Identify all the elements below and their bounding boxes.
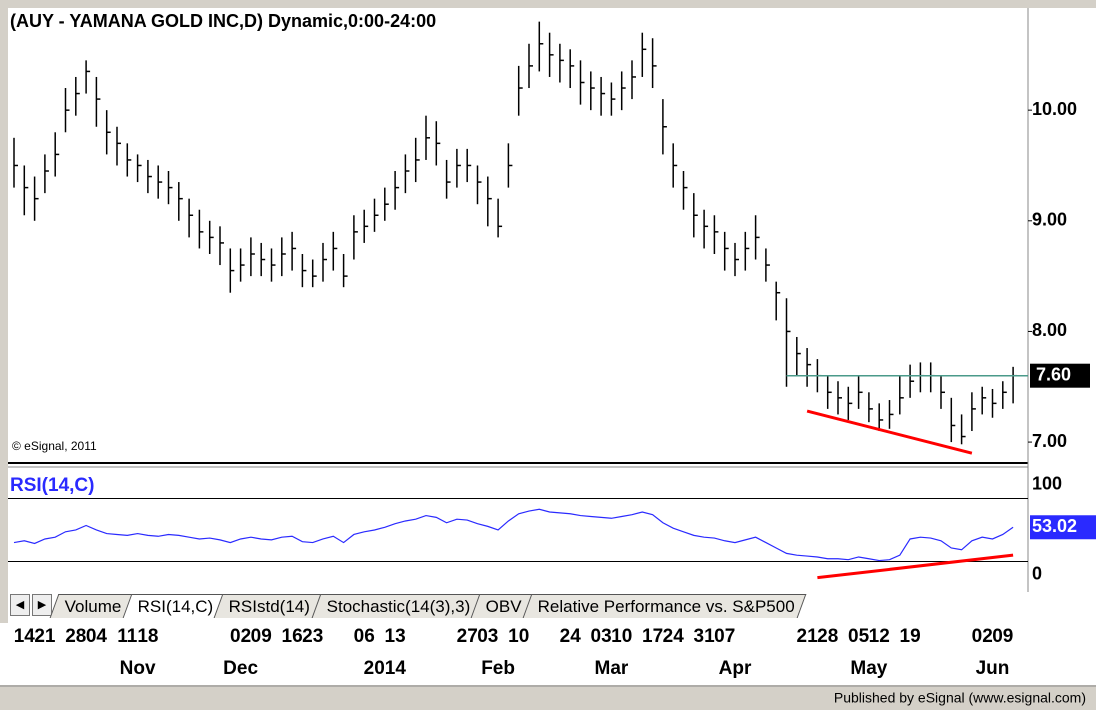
x-tick-label: 05	[848, 626, 870, 647]
y-tick-label: 10.00	[1032, 99, 1077, 119]
chart-title: (AUY - YAMANA GOLD INC,D) Dynamic,0:00-2…	[10, 11, 436, 31]
tab[interactable]: Volume	[49, 594, 134, 618]
y-tick-label: 8.00	[1032, 320, 1067, 340]
tab[interactable]: Relative Performance vs. S&P500	[522, 594, 807, 618]
tab-bar: ◀ ▶ Volume RSI(14,C) RSIstd(14) Stochast…	[10, 594, 807, 618]
x-tick-label: 11	[117, 626, 138, 647]
footer: Published by eSignal (www.esignal.com)	[834, 690, 1086, 706]
x-tick-label: 06	[354, 626, 375, 647]
month-label: 2014	[364, 658, 407, 679]
rsi-last-box	[1030, 515, 1096, 540]
x-tick-label: 10	[611, 626, 632, 647]
x-tick-label: 16	[282, 626, 303, 647]
x-tick-label: 31	[694, 626, 716, 647]
copyright: © eSignal, 2011	[12, 439, 97, 453]
x-tick-label: 02	[230, 626, 251, 647]
tab[interactable]: Stochastic(14(3),3)	[311, 594, 482, 618]
y-tick-label: 7.00	[1032, 431, 1067, 451]
tab[interactable]: RSI(14,C)	[122, 594, 225, 618]
rsi-tick-label: 100	[1032, 474, 1062, 494]
x-tick-label: 27	[457, 626, 478, 647]
rsi-last-label: 53.02	[1032, 516, 1077, 536]
rsi-line	[13, 508, 1014, 562]
tab-label: Stochastic(14(3),3)	[326, 597, 470, 616]
month-label: Feb	[481, 658, 515, 679]
x-tick-label: 18	[137, 626, 158, 647]
x-tick-label: 28	[65, 626, 86, 647]
y-tick-label: 9.00	[1032, 210, 1067, 230]
x-tick-label: 07	[714, 626, 735, 647]
tab-label: Volume	[64, 597, 122, 616]
scroll-left[interactable]: ◀	[10, 594, 30, 616]
rsi-tick-label: 0	[1032, 564, 1042, 584]
tab-label: Relative Performance vs. S&P500	[537, 597, 795, 616]
month-label: Nov	[120, 658, 156, 679]
rsi-trendline	[817, 553, 1014, 580]
x-tick-label: 09	[251, 626, 272, 647]
scroll-right[interactable]: ▶	[32, 594, 52, 616]
x-tick-label: 24	[663, 626, 685, 647]
month-label: Dec	[223, 658, 258, 679]
x-tick-label: 14	[14, 626, 36, 647]
plot-bg	[8, 8, 1096, 623]
x-tick-label: 02	[972, 626, 993, 647]
x-tick-label: 12	[869, 626, 890, 647]
month-label: Jun	[976, 658, 1010, 679]
x-tick-label: 10	[508, 626, 529, 647]
x-tick-label: 21	[797, 626, 819, 647]
x-tick-label: 28	[817, 626, 838, 647]
x-tick-label: 13	[385, 626, 406, 647]
x-tick-label: 21	[34, 626, 56, 647]
x-tick-label: 03	[477, 626, 498, 647]
tab-label: OBV	[485, 597, 522, 616]
month-label: May	[850, 658, 887, 679]
last-price-label: 7.60	[1036, 364, 1071, 384]
tab-label: RSIstd(14)	[228, 597, 311, 616]
last-price-box	[1030, 363, 1090, 388]
month-label: Apr	[719, 658, 752, 679]
x-tick-label: 17	[642, 626, 663, 647]
trendline	[806, 409, 973, 455]
x-tick-label: 24	[560, 626, 582, 647]
x-tick-label: 04	[86, 626, 108, 647]
x-tick-label: 03	[591, 626, 612, 647]
x-tick-label: 23	[302, 626, 323, 647]
tab-label: RSI(14,C)	[137, 597, 213, 616]
x-tick-label: 09	[992, 626, 1013, 647]
tab[interactable]: RSIstd(14)	[213, 594, 322, 618]
month-label: Mar	[595, 658, 629, 679]
x-tick-label: 19	[900, 626, 921, 647]
axis-bg	[0, 623, 1096, 685]
rsi-title: RSI(14,C)	[10, 475, 94, 496]
